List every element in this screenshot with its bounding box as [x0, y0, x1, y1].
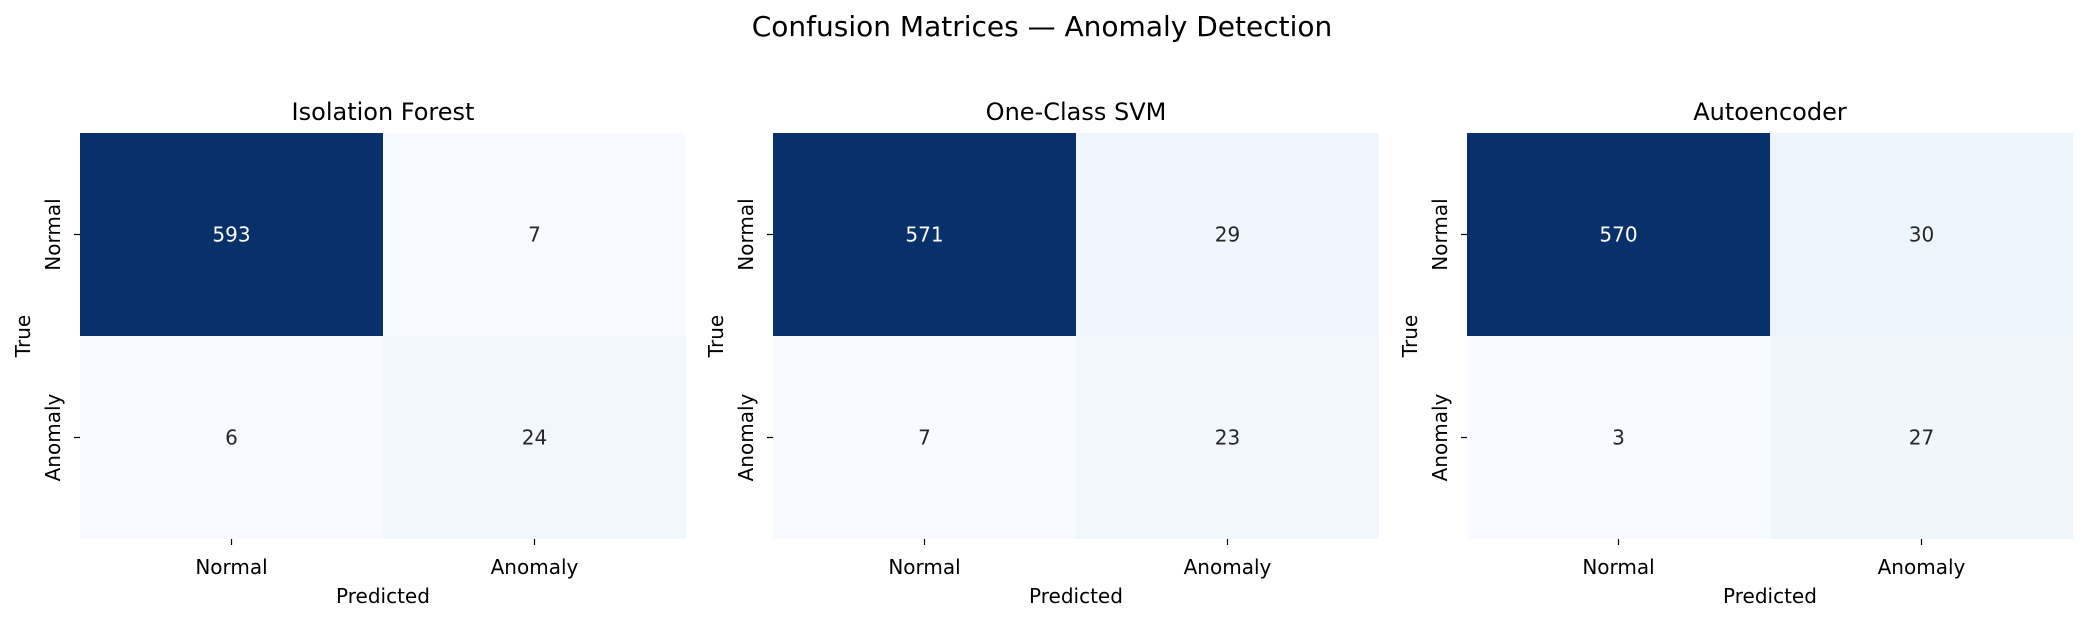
- x-tick-label: Anomaly: [1184, 555, 1272, 579]
- y-tick-label: Anomaly: [1428, 393, 1452, 481]
- cell-value-label: 571: [905, 223, 943, 247]
- x-tick-label: Anomaly: [491, 555, 579, 579]
- x-tick-label: Normal: [195, 555, 267, 579]
- heatmap-cell: [383, 336, 686, 539]
- cell-value-label: 3: [1612, 426, 1625, 450]
- heatmap-cell: [80, 336, 383, 539]
- heatmap-cell: [1770, 336, 2073, 539]
- cell-value-label: 27: [1909, 426, 1934, 450]
- figure-title: Confusion Matrices — Anomaly Detection: [752, 10, 1333, 43]
- panel-title: Isolation Forest: [292, 98, 475, 126]
- x-tick-label: Anomaly: [1878, 555, 1966, 579]
- panel-title: One-Class SVM: [986, 98, 1167, 126]
- x-axis-label: Predicted: [336, 584, 430, 608]
- y-tick-label: Anomaly: [41, 393, 65, 481]
- cell-value-label: 7: [918, 426, 931, 450]
- cell-value-label: 23: [1215, 426, 1240, 450]
- heatmap-cell: [1467, 336, 1770, 539]
- y-tick-label: Normal: [41, 198, 65, 270]
- cell-value-label: 30: [1909, 223, 1934, 247]
- y-tick-label: Normal: [1428, 198, 1452, 270]
- heatmap-cell: [383, 133, 686, 336]
- cell-value-label: 29: [1215, 223, 1240, 247]
- y-tick-label: Normal: [734, 198, 758, 270]
- heatmap-panel-3: Autoencoder 570 30 3 27 Normal Anomaly Normal An…: [1398, 98, 2073, 608]
- x-axis-label: Predicted: [1029, 584, 1123, 608]
- y-axis-label: True: [11, 315, 35, 358]
- heatmap-cell: [773, 336, 1076, 539]
- x-tick-label: Normal: [1582, 555, 1654, 579]
- y-axis-label: True: [704, 315, 728, 358]
- y-tick-label: Anomaly: [734, 393, 758, 481]
- y-axis-label: True: [1398, 315, 1422, 358]
- heatmap-cell: [773, 133, 1076, 336]
- cell-value-label: 7: [528, 223, 541, 247]
- heatmap-cell: [80, 133, 383, 336]
- cell-value-label: 24: [522, 426, 547, 450]
- heatmap-cell: [1076, 133, 1379, 336]
- panel-title: Autoencoder: [1693, 98, 1847, 126]
- cell-value-label: 6: [225, 426, 238, 450]
- cell-value-label: 570: [1599, 223, 1637, 247]
- heatmap-cell: [1467, 133, 1770, 336]
- heatmap-cell: [1076, 336, 1379, 539]
- x-tick-label: Normal: [888, 555, 960, 579]
- x-axis-label: Predicted: [1723, 584, 1817, 608]
- heatmap-cell: [1770, 133, 2073, 336]
- heatmap-panel-1: Isolation Forest 593 7 6 24 Normal Anomaly Norm…: [11, 98, 686, 608]
- cell-value-label: 593: [212, 223, 250, 247]
